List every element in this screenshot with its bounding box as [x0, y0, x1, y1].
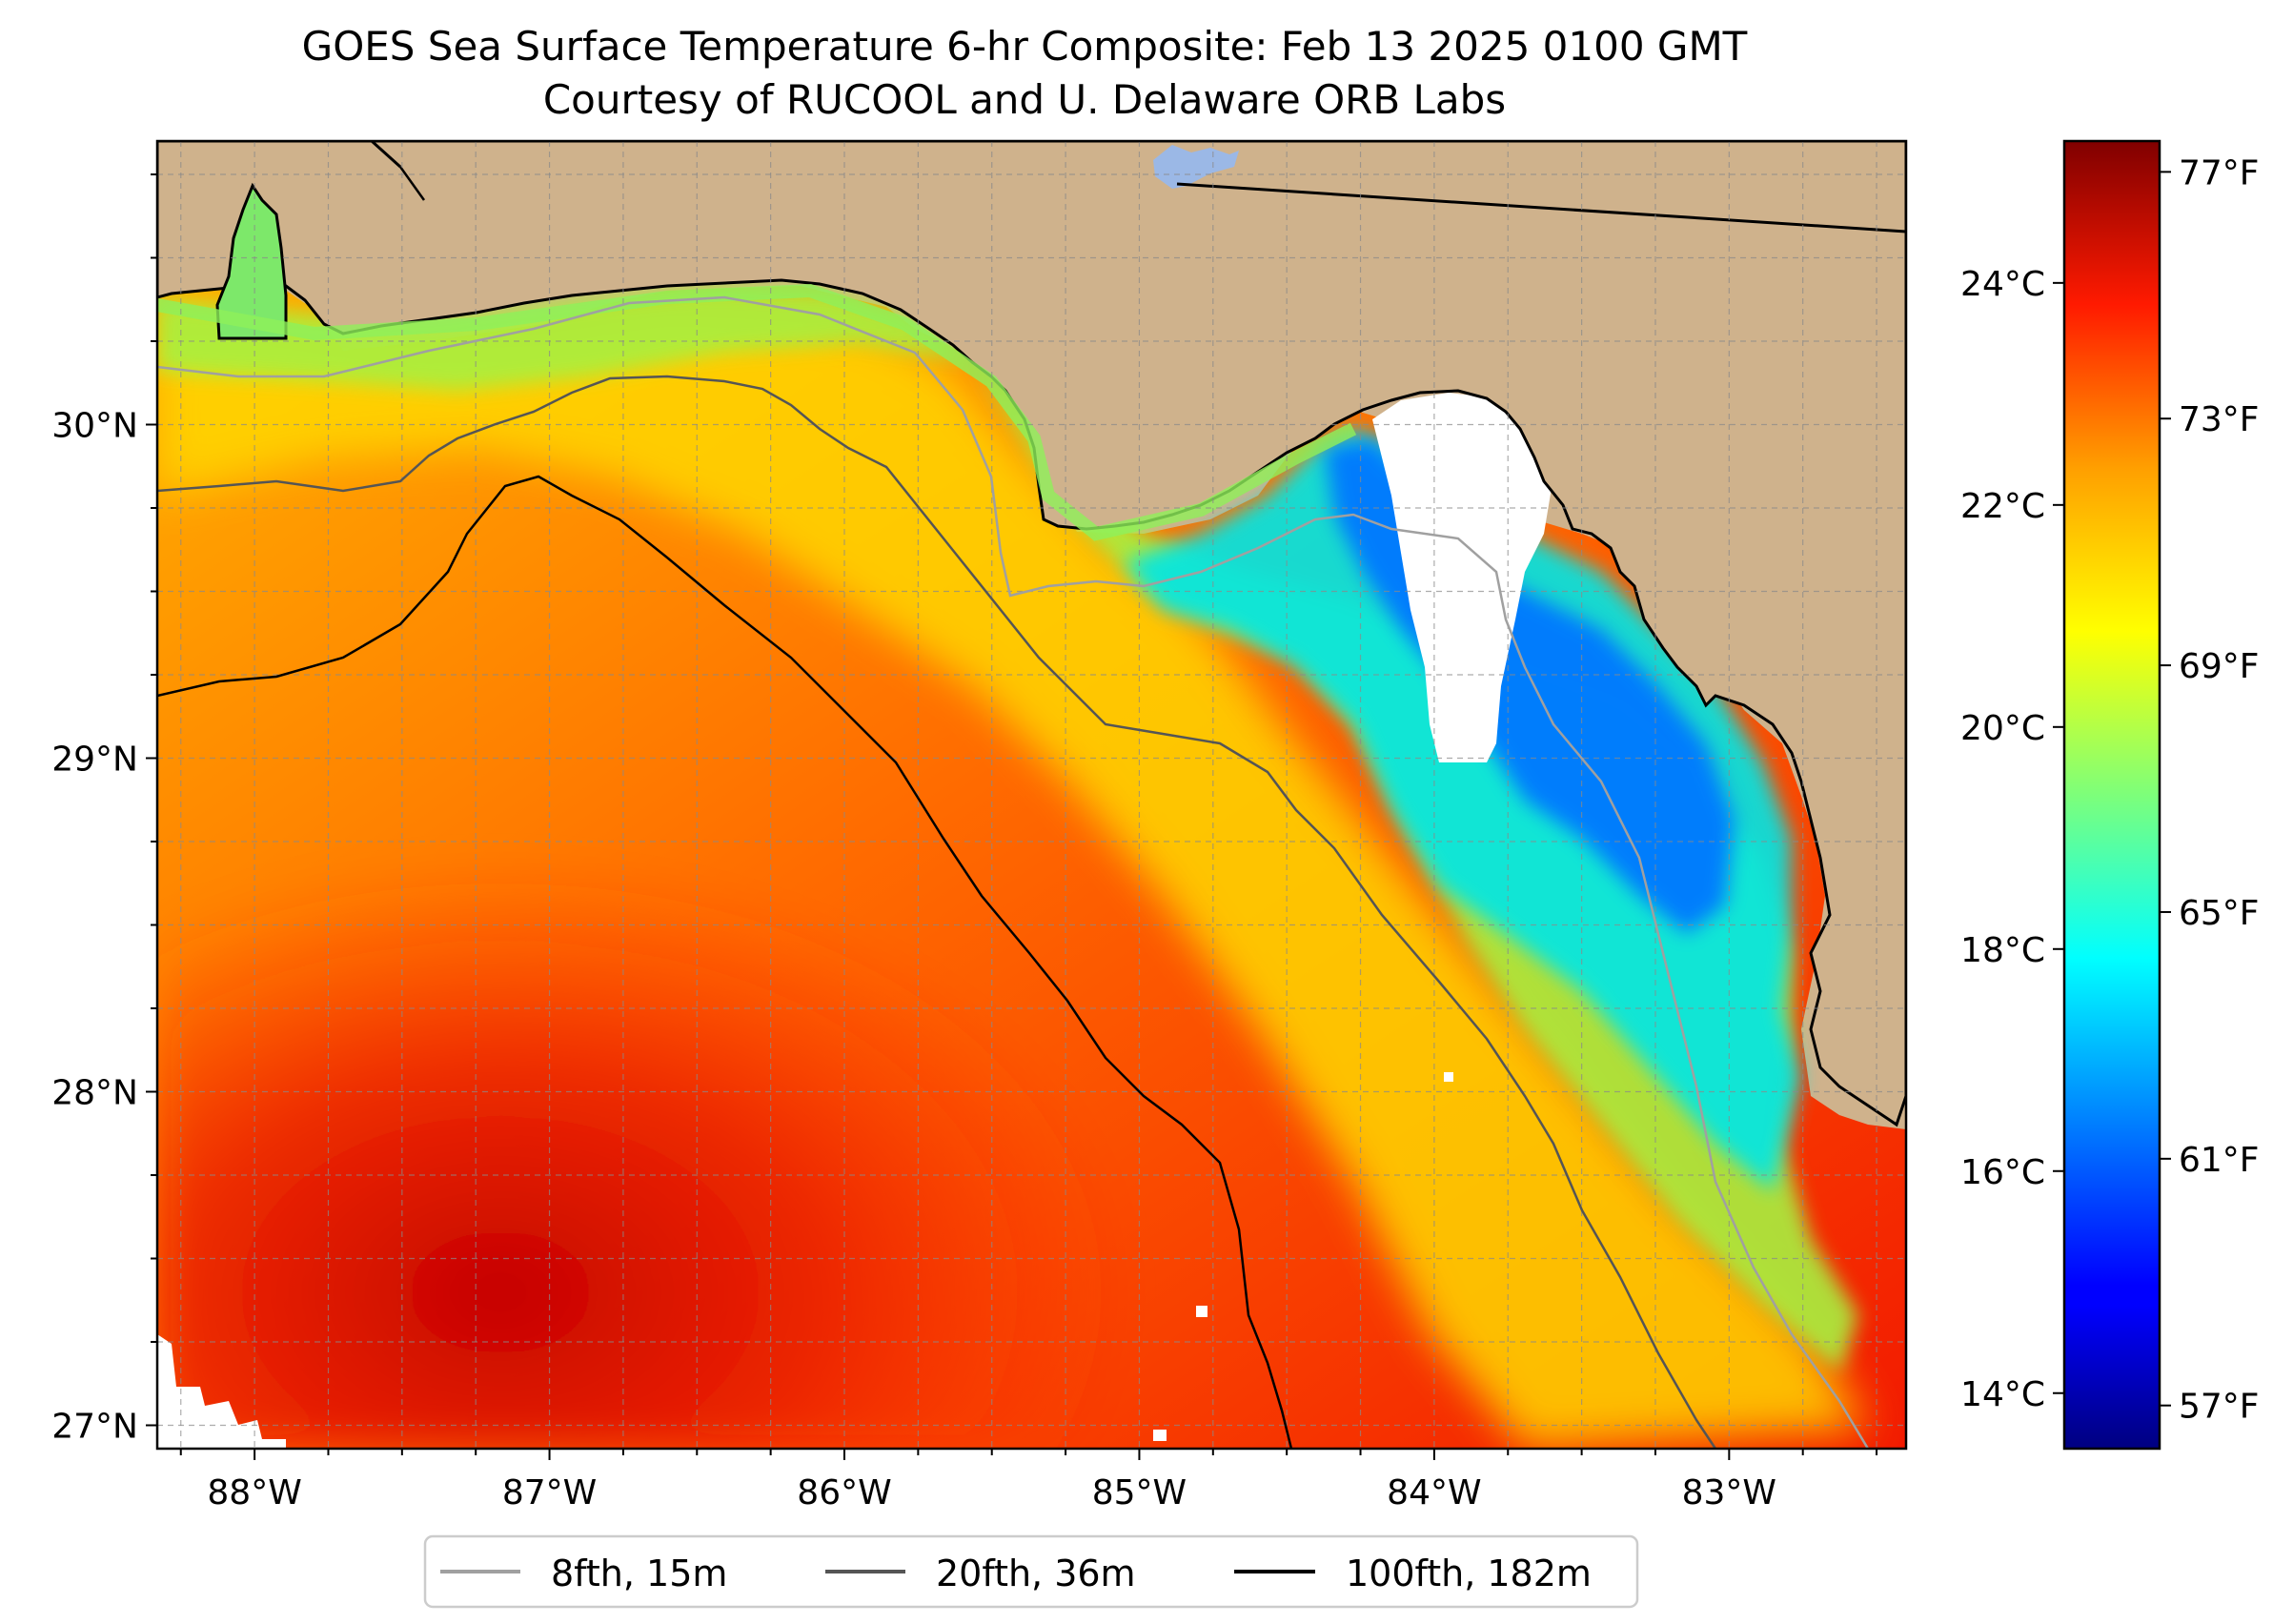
mobile-bay — [215, 182, 288, 340]
celsius-tick-label: 16°C — [1960, 1153, 2045, 1192]
celsius-tick-label: 14°C — [1960, 1375, 2045, 1414]
fahrenheit-tick-label: 57°F — [2179, 1388, 2260, 1427]
colorbar: 24°C 22°C 20°C 18°C 16°C 14°C 77°F 73°F 69°F 65°… — [1960, 139, 2260, 1451]
celsius-tick-label: 20°C — [1960, 709, 2045, 748]
colorbar-fahrenheit-ticks: 77°F 73°F 69°F 65°F 61°F 57°F — [2160, 153, 2260, 1427]
no-data-corner — [157, 1334, 286, 1449]
lat-tick-label: 29°N — [51, 741, 138, 780]
legend-label-100fth: 100fth, 182m — [1346, 1553, 1592, 1594]
map-frame — [155, 139, 1908, 1451]
fahrenheit-tick-label: 65°F — [2179, 894, 2260, 933]
lon-tick-label: 84°W — [1387, 1473, 1481, 1512]
latitude-axis: 30°N 29°N 28°N 27°N — [51, 173, 157, 1447]
map-title: GOES Sea Surface Temperature 6-hr Compos… — [301, 23, 1748, 70]
colorbar-gradient — [2062, 139, 2161, 1451]
north-coastline-land — [157, 141, 1906, 1127]
isobath-20fth — [157, 375, 1717, 1449]
celsius-tick-label: 18°C — [1960, 931, 2045, 970]
isobath-100fth — [157, 475, 1293, 1449]
no-data-cloud — [1372, 393, 1553, 762]
lat-tick-label: 28°N — [51, 1074, 138, 1113]
isobath-8fth — [157, 295, 1870, 1449]
map-subtitle: Courtesy of RUCOOL and U. Delaware ORB L… — [542, 76, 1507, 123]
fahrenheit-tick-label: 69°F — [2179, 647, 2260, 686]
longitude-axis: 88°W 87°W 86°W 85°W 84°W 83°W — [179, 1449, 1878, 1512]
celsius-tick-label: 24°C — [1960, 265, 2045, 304]
lon-tick-label: 83°W — [1682, 1473, 1776, 1512]
legend: 8fth, 15m 20fth, 36m 100fth, 182m — [423, 1534, 1639, 1609]
lat-tick-label: 30°N — [51, 407, 138, 446]
lake — [1153, 145, 1239, 189]
lon-tick-label: 88°W — [207, 1473, 301, 1512]
legend-label-20fth: 20fth, 36m — [936, 1553, 1136, 1594]
colorbar-celsius-ticks: 24°C 22°C 20°C 18°C 16°C 14°C — [1960, 265, 2064, 1414]
lat-tick-label: 27°N — [51, 1408, 138, 1447]
lon-tick-label: 86°W — [797, 1473, 891, 1512]
lon-tick-label: 85°W — [1092, 1473, 1187, 1512]
map-area — [157, 141, 1906, 1449]
fahrenheit-tick-label: 77°F — [2179, 153, 2260, 193]
celsius-tick-label: 22°C — [1960, 487, 2045, 526]
big-bend-cool-water — [1125, 429, 1801, 1191]
lon-tick-label: 87°W — [502, 1473, 597, 1512]
fahrenheit-tick-label: 61°F — [2179, 1141, 2260, 1180]
legend-label-8fth: 8fth, 15m — [551, 1553, 727, 1594]
fahrenheit-tick-label: 73°F — [2179, 400, 2260, 439]
shelf-warm-band — [157, 315, 1868, 1449]
